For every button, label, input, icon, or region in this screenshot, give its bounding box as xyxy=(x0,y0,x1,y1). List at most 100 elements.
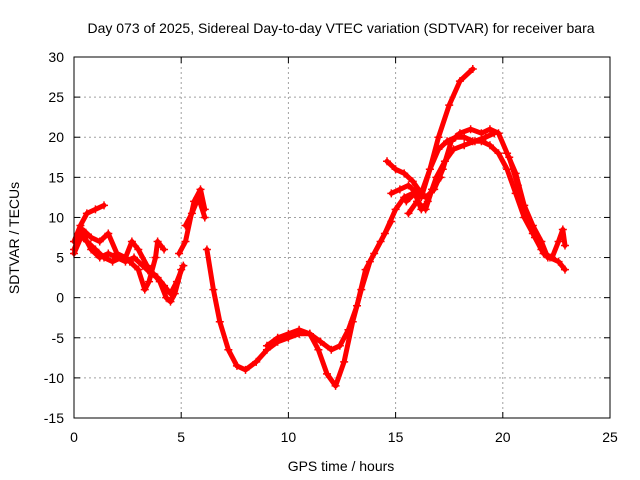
data-point-track-h xyxy=(376,237,385,246)
x-tick-label: 20 xyxy=(495,429,511,445)
data-point-track-l xyxy=(554,237,563,246)
data-point-track-m xyxy=(421,205,430,214)
data-point-track-d xyxy=(74,229,83,238)
axis-ticks: 0 5 10 15 20 25 -15 -10 -5 0 5 10 15 20 25 30 xyxy=(44,49,618,445)
data-point-track-k xyxy=(402,197,411,206)
data-point-track-k xyxy=(470,137,479,146)
y-tick-label: 20 xyxy=(48,129,64,145)
data-point-track-j xyxy=(443,137,452,146)
data-point-track-k xyxy=(481,133,490,142)
data-point-track-f xyxy=(200,213,209,222)
data-point-track-g xyxy=(391,205,400,214)
data-point-track-j xyxy=(460,133,469,142)
data-point-track-b xyxy=(95,237,104,246)
data-point-track-b xyxy=(162,293,171,302)
data-point-track-i xyxy=(395,185,404,194)
data-point-track-h xyxy=(387,217,396,226)
data-point-track-f xyxy=(181,221,190,230)
y-tick-label: 25 xyxy=(48,89,64,105)
data-point-track-g xyxy=(445,101,454,110)
series-line-track-g xyxy=(204,66,476,373)
data-point-track-g xyxy=(455,77,464,86)
data-point-track-h xyxy=(340,357,349,366)
data-point-track-j xyxy=(503,165,512,174)
data-point-track-g xyxy=(468,65,477,74)
data-point-track-g xyxy=(224,345,233,354)
data-point-track-b xyxy=(87,233,96,242)
x-tick-label: 0 xyxy=(70,429,78,445)
data-point-track-d xyxy=(145,277,154,286)
y-tick-label: 30 xyxy=(48,49,64,65)
data-point-track-l xyxy=(548,253,557,262)
data-point-track-d xyxy=(117,253,126,262)
y-tick-label: -10 xyxy=(44,370,64,386)
data-point-track-g xyxy=(327,345,336,354)
data-point-track-m xyxy=(436,173,445,182)
data-point-track-l xyxy=(522,213,531,222)
data-point-track-h xyxy=(365,257,374,266)
data-point-track-a xyxy=(100,201,109,210)
data-point-track-h xyxy=(331,381,340,390)
y-tick-label: -5 xyxy=(52,330,65,346)
data-point-track-g xyxy=(215,317,224,326)
data-point-track-m xyxy=(404,209,413,218)
data-point-track-i xyxy=(466,125,475,134)
data-point-track-h xyxy=(314,345,323,354)
data-point-track-g xyxy=(400,193,409,202)
data-point-track-k xyxy=(410,189,419,198)
data-point-track-d xyxy=(125,257,134,266)
data-point-track-i xyxy=(387,189,396,198)
data-point-track-b xyxy=(166,297,175,306)
data-point-track-j xyxy=(485,141,494,150)
data-point-track-h xyxy=(357,285,366,294)
y-tick-label: 10 xyxy=(48,209,64,225)
data-point-track-g xyxy=(209,285,218,294)
data-point-track-c xyxy=(130,253,139,262)
data-point-track-h xyxy=(305,329,314,338)
data-point-track-d xyxy=(160,245,169,254)
data-point-track-f xyxy=(194,193,203,202)
series-line-track-h xyxy=(264,219,394,389)
data-point-track-d xyxy=(153,237,162,246)
data-point-track-f xyxy=(187,209,196,218)
x-tick-label: 25 xyxy=(602,429,618,445)
data-point-track-b xyxy=(134,245,143,254)
y-axis-label: SDTVAR / TECUs xyxy=(6,182,22,294)
x-tick-label: 5 xyxy=(177,429,185,445)
data-point-track-g xyxy=(335,341,344,350)
data-point-track-k xyxy=(440,157,449,166)
data-point-track-i xyxy=(477,129,486,138)
data-point-track-l xyxy=(558,225,567,234)
series-line-track-b xyxy=(71,227,184,305)
data-point-track-h xyxy=(295,325,304,334)
data-point-track-c xyxy=(104,249,113,258)
data-point-track-g xyxy=(241,365,250,374)
data-point-track-k xyxy=(449,145,458,154)
data-point-track-d xyxy=(140,285,149,294)
data-point-track-j xyxy=(554,257,563,266)
data-point-track-d xyxy=(134,265,143,274)
y-tick-label: 5 xyxy=(56,250,64,266)
data-point-track-l xyxy=(539,249,548,258)
data-point-track-e xyxy=(196,185,205,194)
data-point-track-k xyxy=(490,129,499,138)
x-tick-label: 15 xyxy=(388,429,404,445)
data-point-track-g xyxy=(252,357,261,366)
data-point-track-i xyxy=(485,125,494,134)
data-point-track-g xyxy=(316,337,325,346)
data-point-track-h xyxy=(262,341,271,350)
data-point-track-k xyxy=(460,141,469,150)
data-point-track-i xyxy=(503,149,512,158)
data-point-track-l xyxy=(505,153,514,162)
data-point-track-i xyxy=(404,181,413,190)
chart-title: Day 073 of 2025, Sidereal Day-to-day VTE… xyxy=(87,20,594,36)
data-point-track-a xyxy=(82,209,91,218)
data-point-track-c xyxy=(172,277,181,286)
data-point-track-c xyxy=(160,281,169,290)
data-point-track-d xyxy=(100,253,109,262)
data-point-track-g xyxy=(202,245,211,254)
x-axis-label: GPS time / hours xyxy=(288,458,395,474)
data-point-track-j xyxy=(494,149,503,158)
data-point-track-g xyxy=(434,133,443,142)
